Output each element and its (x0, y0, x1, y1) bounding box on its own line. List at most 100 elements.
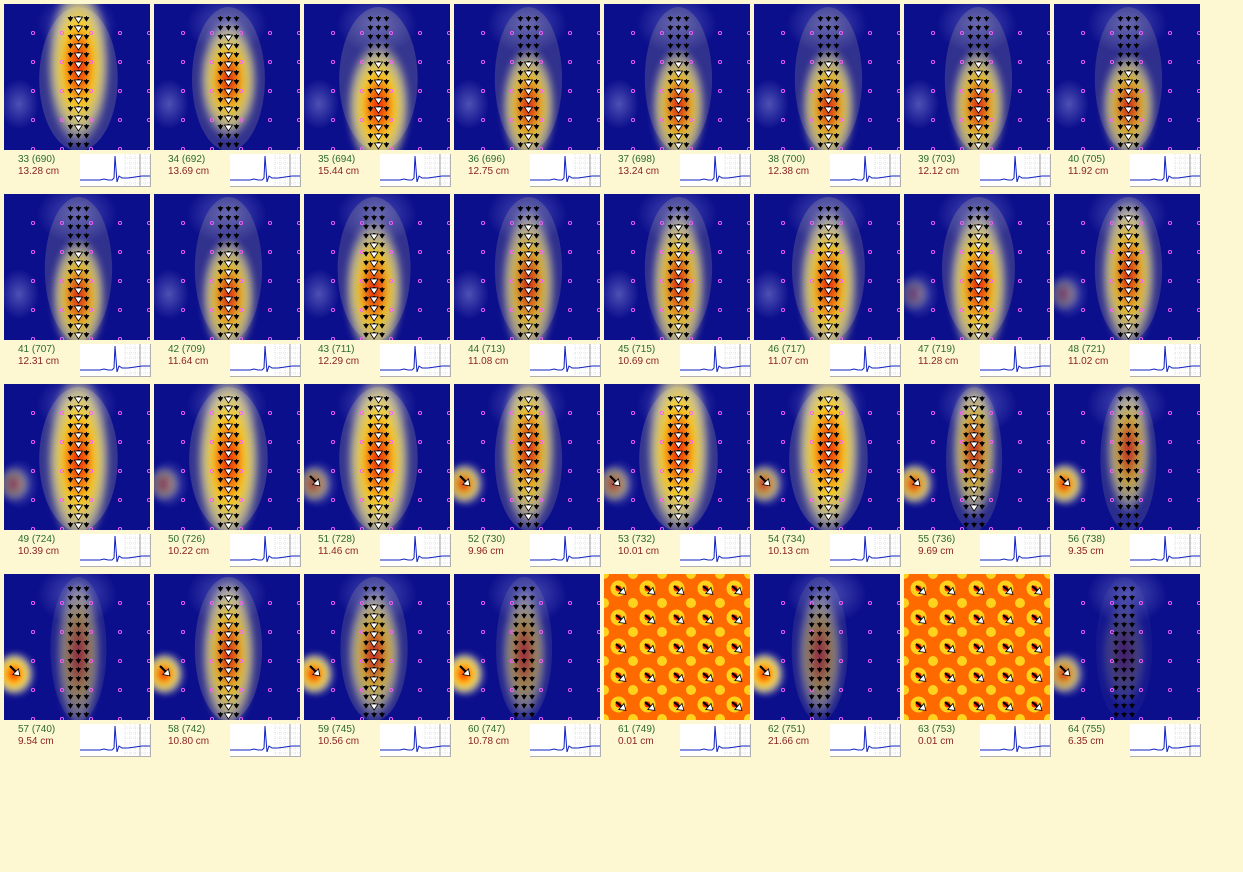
map-frame[interactable]: 41 (707) 12.31 cm (4, 194, 151, 377)
map-frame[interactable]: 49 (724) 10.39 cm (4, 384, 151, 567)
isopotential-map-image[interactable] (1054, 574, 1200, 720)
isopotential-map-image[interactable] (454, 574, 600, 720)
isopotential-map-image[interactable] (304, 574, 450, 720)
map-frame[interactable]: 53 (732) 10.01 cm (604, 384, 751, 567)
map-frame[interactable]: 64 (755) 6.35 cm (1054, 574, 1201, 757)
isopotential-map-image[interactable] (904, 194, 1050, 340)
isopotential-map-image[interactable] (754, 384, 900, 530)
map-frame[interactable]: 48 (721) 11.02 cm (1054, 194, 1201, 377)
ecg-thumbnail (530, 344, 601, 377)
vector-arrows (67, 396, 90, 530)
ecg-thumbnail (380, 154, 451, 187)
electrode-dots (30, 600, 150, 720)
vector-arrows (67, 16, 90, 148)
isopotential-map-image[interactable] (1054, 4, 1200, 150)
map-frame[interactable]: 33 (690) 13.28 cm (4, 4, 151, 187)
map-frame[interactable]: 42 (709) 11.64 cm (154, 194, 301, 377)
frame-depth-label: 12.29 cm (318, 356, 360, 367)
isopotential-map-image[interactable] (604, 194, 750, 340)
map-frame[interactable]: 36 (696) 12.75 cm (454, 4, 601, 187)
map-frame[interactable]: 52 (730) 9.96 cm (454, 384, 601, 567)
isopotential-map-image[interactable] (604, 4, 750, 150)
isopotential-map-image[interactable] (154, 194, 300, 340)
frame-index-label: 40 (705) (1068, 154, 1106, 165)
map-frame[interactable]: 46 (717) 11.07 cm (754, 194, 901, 377)
electrode-dots (630, 220, 750, 340)
map-frame[interactable]: 57 (740) 9.54 cm (4, 574, 151, 757)
ecg-thumbnail (1130, 534, 1201, 567)
map-frame[interactable]: 34 (692) 13.69 cm (154, 4, 301, 187)
isopotential-map-image[interactable] (454, 384, 600, 530)
vector-arrows (609, 396, 690, 528)
isopotential-map-image[interactable] (304, 194, 450, 340)
frame-index-label: 53 (732) (618, 534, 656, 545)
map-frame[interactable]: 45 (715) 10.69 cm (604, 194, 751, 377)
map-frame[interactable]: 56 (738) 9.35 cm (1054, 384, 1201, 567)
vector-arrows (909, 396, 986, 528)
isopotential-map-image[interactable] (454, 4, 600, 150)
vector-arrows (1117, 16, 1140, 150)
ecg-thumbnail (980, 344, 1051, 377)
frame-depth-label: 11.92 cm (1068, 166, 1109, 177)
isopotential-map-image[interactable] (1054, 194, 1200, 340)
isopotential-map-image[interactable] (4, 194, 150, 340)
map-frame[interactable]: 37 (698) 13.24 cm (604, 4, 751, 187)
map-frame[interactable]: 61 (749) 0.01 cm (604, 574, 751, 757)
map-frame[interactable]: 40 (705) 11.92 cm (1054, 4, 1201, 187)
ecg-thumbnail (80, 344, 151, 377)
ecg-thumbnail (80, 534, 151, 567)
map-frame[interactable]: 51 (728) 11.46 cm (304, 384, 451, 567)
pattern-map-image[interactable] (604, 574, 750, 720)
pattern-map-image[interactable] (904, 574, 1050, 720)
map-frame[interactable]: 58 (742) 10.80 cm (154, 574, 301, 757)
isopotential-map-image[interactable] (454, 194, 600, 340)
isopotential-map-image[interactable] (4, 574, 150, 720)
frame-index-label: 59 (745) (318, 724, 356, 735)
isopotential-map-image[interactable] (604, 384, 750, 530)
isopotential-map-image[interactable] (154, 4, 300, 150)
map-frame[interactable]: 38 (700) 12.38 cm (754, 4, 901, 187)
isopotential-map-image[interactable] (754, 194, 900, 340)
frame-depth-label: 0.01 cm (618, 736, 654, 747)
isopotential-map-image[interactable] (754, 4, 900, 150)
map-frame[interactable]: 50 (726) 10.22 cm (154, 384, 301, 567)
map-frame[interactable]: 63 (753) 0.01 cm (904, 574, 1051, 757)
ecg-thumbnail (830, 724, 901, 757)
frame-depth-label: 12.75 cm (468, 166, 510, 177)
map-frame[interactable]: 43 (711) 12.29 cm (304, 194, 451, 377)
map-frame[interactable]: 55 (736) 9.69 cm (904, 384, 1051, 567)
isopotential-map-image[interactable] (304, 4, 450, 150)
isopotential-map-image[interactable] (154, 574, 300, 720)
isopotential-map-image[interactable] (304, 384, 450, 530)
map-frame[interactable]: 59 (745) 10.56 cm (304, 574, 451, 757)
map-frame[interactable]: 39 (703) 12.12 cm (904, 4, 1051, 187)
map-frame[interactable]: 62 (751) 21.66 cm (754, 574, 901, 757)
ecg-thumbnail (530, 154, 601, 187)
map-frame[interactable]: 60 (747) 10.78 cm (454, 574, 601, 757)
ecg-thumbnail (230, 344, 301, 377)
map-frame[interactable]: 47 (719) 11.28 cm (904, 194, 1051, 377)
ecg-thumbnail (680, 724, 751, 757)
frame-index-label: 48 (721) (1068, 344, 1106, 355)
isopotential-map-image[interactable] (4, 4, 150, 150)
isopotential-map-image[interactable] (754, 574, 900, 720)
isopotential-map-image[interactable] (904, 4, 1050, 150)
isopotential-map-image[interactable] (4, 384, 150, 530)
map-frame[interactable]: 54 (734) 10.13 cm (754, 384, 901, 567)
frame-depth-label: 13.69 cm (168, 166, 210, 177)
isopotential-map-image[interactable] (904, 384, 1050, 530)
map-frame[interactable]: 44 (713) 11.08 cm (454, 194, 601, 377)
frame-depth-label: 10.13 cm (768, 546, 810, 557)
frame-depth-label: 10.69 cm (618, 356, 660, 367)
vector-arrows (667, 16, 690, 150)
frame-depth-label: 11.64 cm (168, 356, 209, 367)
isopotential-map-image[interactable] (154, 384, 300, 530)
ecg-thumbnail (380, 724, 451, 757)
vector-arrows (667, 206, 690, 340)
frame-index-label: 42 (709) (168, 344, 206, 355)
ecg-thumbnail (230, 154, 301, 187)
isopotential-map-image[interactable] (1054, 384, 1200, 530)
frame-index-label: 37 (698) (618, 154, 656, 165)
electrode-dots (180, 220, 300, 340)
map-frame[interactable]: 35 (694) 15.44 cm (304, 4, 451, 187)
